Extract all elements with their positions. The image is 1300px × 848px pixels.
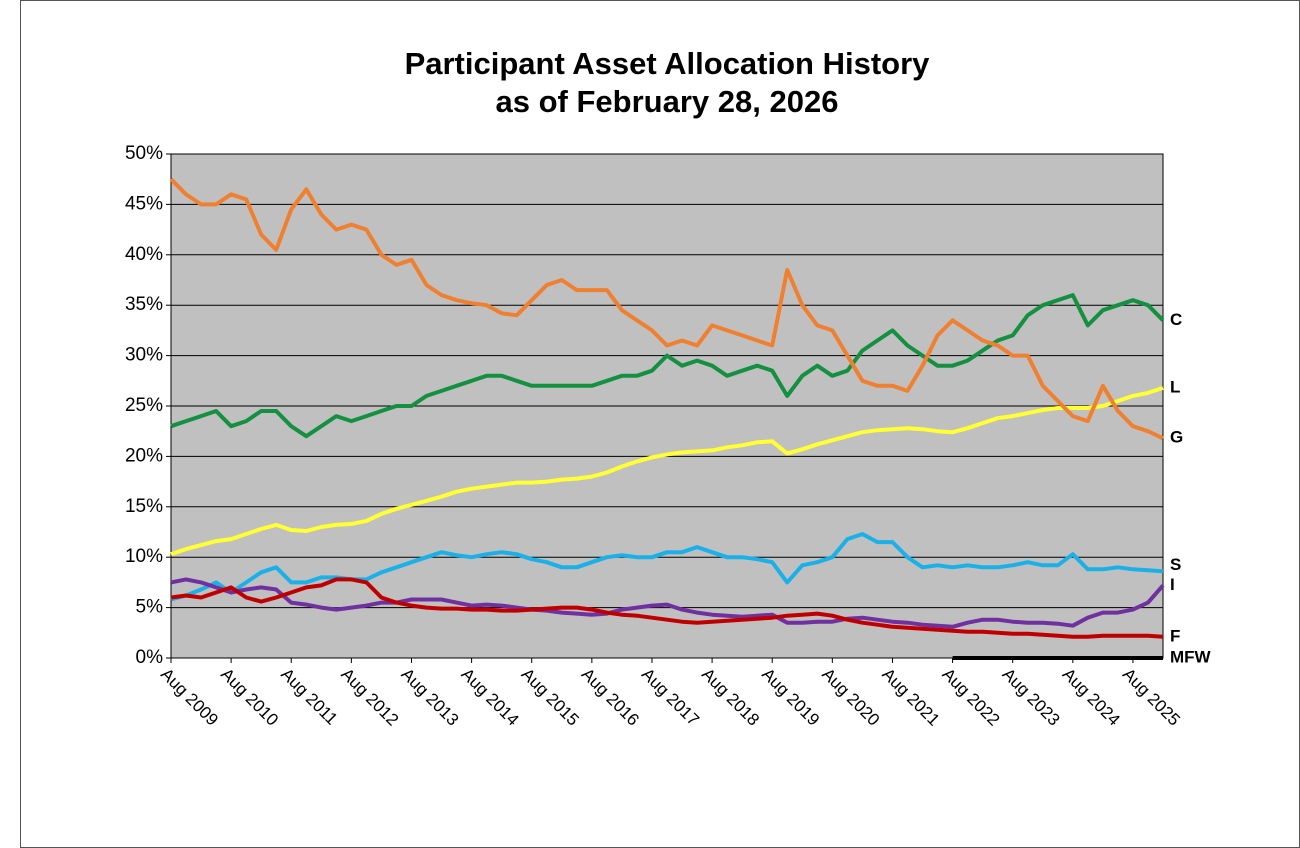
series-end-label: MFW [1170, 647, 1212, 666]
series-end-label: G [1170, 428, 1183, 447]
series-line [170, 577, 1165, 629]
series-end-label: L [1170, 377, 1180, 396]
series-end-label: S [1170, 555, 1181, 574]
y-tick-label: 45% [125, 193, 163, 214]
plot-border [170, 153, 1164, 659]
chart-title: Participant Asset Allocation History [405, 46, 931, 81]
y-tick-label: 5% [136, 597, 164, 618]
series-line [170, 577, 1164, 639]
y-tick-label: 0% [136, 647, 164, 668]
y-tick-label: 15% [125, 496, 163, 517]
y-tick-label: 10% [125, 546, 163, 567]
series-end-label: I [1170, 575, 1175, 594]
y-tick-label: 20% [125, 445, 163, 466]
y-tick-label: 30% [125, 345, 163, 366]
series-end-label: F [1170, 626, 1180, 645]
chart-subtitle: as of February 28, 2026 [496, 84, 839, 119]
y-tick-label: 50% [125, 143, 163, 164]
y-tick-label: 35% [125, 294, 163, 315]
series-line [170, 293, 1165, 439]
y-tick-label: 40% [125, 244, 163, 265]
series-end-label: C [1170, 310, 1182, 329]
series-line [169, 177, 1164, 441]
y-tick-label: 25% [125, 395, 163, 416]
series-line [170, 386, 1164, 557]
